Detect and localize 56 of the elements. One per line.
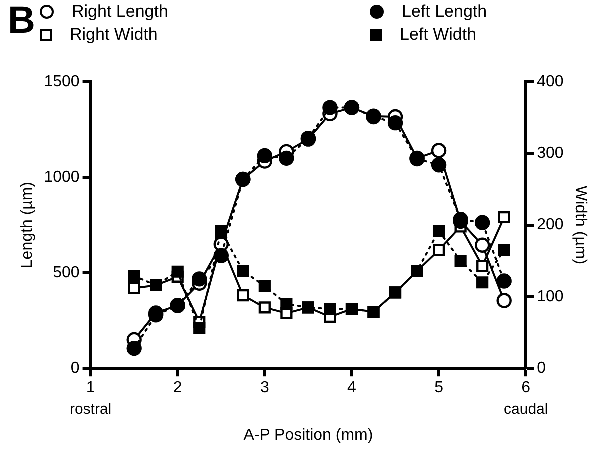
y-tick-label: 1000 [44,168,80,186]
x-tick-label: 4 [348,380,357,397]
point [324,303,336,316]
y2-tick-label: 400 [537,73,564,90]
y-tick-label: 500 [53,264,80,282]
point [258,302,271,314]
point [432,244,446,256]
y2-tick-label: 300 [537,145,564,162]
text: rostral [70,401,112,418]
point [237,265,250,278]
point [214,248,229,264]
point [476,276,489,289]
point [257,148,273,164]
point [496,274,512,289]
text: caudal [504,401,548,418]
y2-tick-label: 200 [537,216,564,234]
point [474,215,490,230]
text: B [8,0,36,43]
point [128,270,140,282]
point [476,260,489,272]
y2-axis-title: Width (µm) [572,186,589,265]
y2-tick-label: 100 [537,288,564,306]
x-tick-label: 6 [522,380,531,397]
point [279,150,294,166]
point [215,224,228,238]
point [432,224,446,238]
point [496,293,512,308]
point [431,158,447,173]
point [192,272,208,287]
point [172,266,184,278]
point [498,244,510,256]
x-tick-label: 5 [434,380,444,397]
point [388,115,404,131]
point [498,211,510,224]
legend-label: Left Width [399,25,478,45]
point [280,298,293,310]
y-tick-label: 1500 [44,73,80,90]
x-axis-title: A-P Position (mm) [244,426,374,444]
x-tick-label: 2 [173,380,182,397]
point [258,280,271,292]
x-tick-label: 3 [260,380,270,397]
y-tick-label: 0 [70,360,80,378]
legend-label: Right Length [71,2,170,22]
point [128,282,140,294]
point [194,322,206,335]
point [474,238,490,253]
y-axis-title: Length (µm) [19,182,36,269]
x-tick-label: 1 [86,380,96,397]
point [126,340,142,356]
legend-label: Right Width [69,25,159,45]
point [431,143,447,158]
y2-tick-label: 0 [537,360,546,378]
point [454,255,467,268]
point [322,100,338,116]
point [237,289,250,302]
legend-label: Left Length [401,2,488,22]
